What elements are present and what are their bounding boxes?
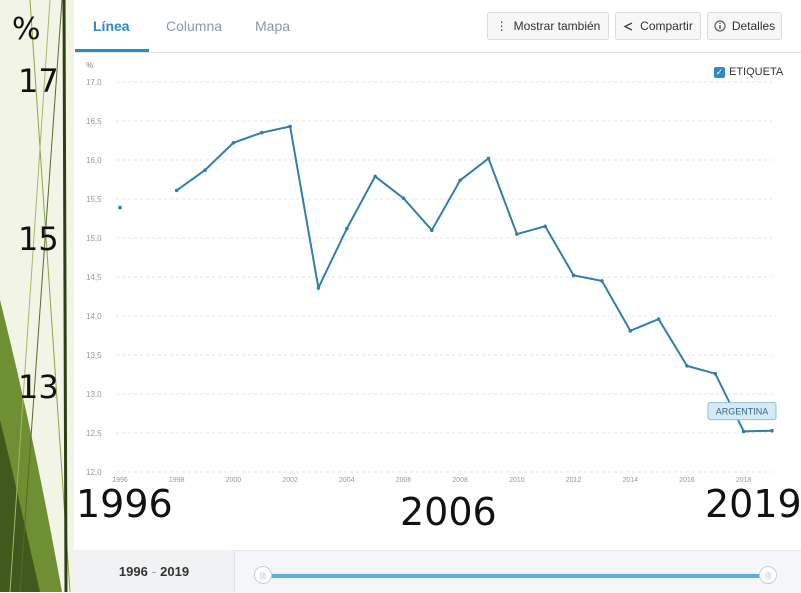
slide-decoration [19,0,63,592]
overlay-percent-label: % [12,12,41,47]
x-tick-label: 2014 [622,477,638,484]
x-tick-label: 2006 [396,477,412,484]
data-point [656,317,661,321]
y-tick-label: 12,0 [86,468,102,477]
share-label: Compartir [640,19,693,33]
x-tick-label: 2012 [566,477,582,484]
data-point [770,428,774,433]
details-button[interactable]: Detalles [707,12,782,40]
slide-decoration [0,420,40,592]
series-label: ARGENTINA [716,407,769,417]
x-tick-label: 2016 [679,477,695,484]
data-point [458,178,462,183]
active-tab-indicator [75,49,149,52]
y-tick-label: 15,5 [86,195,102,204]
data-point [344,226,349,231]
y-tick-label: 12,5 [86,429,102,438]
y-tick-label: 15,0 [86,234,102,243]
series-label-box [707,402,777,421]
data-point [486,156,491,161]
label-toggle[interactable]: ✓ ETIQUETA [714,66,783,78]
x-tick-label: 2004 [339,477,355,484]
x-tick-label: 1996 [112,477,128,484]
share-button[interactable]: Compartir [615,12,701,40]
range-slider-end-handle[interactable]: ||| [759,566,777,584]
range-label: 1996 - 2019 [74,550,235,592]
overlay-x-label-2006: 2006 [400,490,497,534]
range-start: 1996 [118,563,148,579]
info-icon [714,20,726,32]
label-toggle-text: ETIQUETA [729,66,784,78]
y-tick-label: 14,5 [86,273,102,282]
overlay-y-label-15: 15 [18,220,59,258]
y-axis-label: % [86,61,93,70]
x-tick-label: 2010 [509,477,525,484]
y-tick-label: 14,0 [86,312,102,321]
range-slider-track[interactable] [262,574,768,578]
data-point [685,364,689,368]
data-point [741,429,746,434]
data-point [571,273,576,278]
checkbox-checked-icon: ✓ [714,66,725,78]
slide-decoration [62,0,68,592]
more-vertical-icon: ⋮ [495,19,508,33]
series-line [176,125,773,433]
overlay-y-label-13: 13 [18,368,59,406]
line-chart: % 12,0 12,5 13,0 13,5 14,0 14,5 15,0 15,5 16,0 16,… [86,61,777,484]
details-label: Detalles [731,19,776,33]
range-end: 2019 [160,563,190,579]
data-point [401,196,406,201]
show-also-button[interactable]: ⋮ Mostrar también [487,12,609,40]
tab-mapa[interactable]: Mapa [255,18,291,34]
data-point [543,224,548,229]
data-point [600,279,604,283]
chart-panel [74,0,801,592]
data-point [430,228,434,232]
data-point [203,168,207,172]
slide-decoration [29,0,71,592]
data-point [231,141,236,145]
data-point [259,130,264,135]
y-tick-label: 13,5 [86,351,102,360]
data-point [515,232,519,236]
data-point [628,329,633,333]
range-slider-start-handle[interactable]: ||| [254,566,272,584]
x-tick-label: 2000 [226,477,242,484]
share-icon [623,21,633,31]
range-separator: - [151,563,157,579]
data-point [288,124,292,129]
show-also-label: Mostrar también [513,19,601,33]
x-tick-label: 2018 [736,477,752,484]
data-point [118,205,122,210]
slide-decoration [9,0,51,592]
data-point [316,286,321,290]
overlay-x-label-2019: 2019 [705,482,801,526]
data-point [713,371,718,376]
tab-linea[interactable]: Línea [93,18,130,34]
y-tick-label: 17,0 [86,78,102,87]
x-tick-label: 1998 [169,477,185,484]
y-tick-label: 16,5 [86,117,102,126]
data-point [174,188,179,193]
y-tick-label: 13,0 [86,390,102,399]
tab-columna[interactable]: Columna [166,18,223,34]
overlay-x-label-1996: 1996 [76,482,173,526]
overlay-y-label-17: 17 [18,62,59,100]
x-tick-label: 2002 [282,477,298,484]
data-point [373,174,377,179]
x-tick-label: 2008 [452,477,468,484]
y-tick-label: 16,0 [86,156,102,165]
